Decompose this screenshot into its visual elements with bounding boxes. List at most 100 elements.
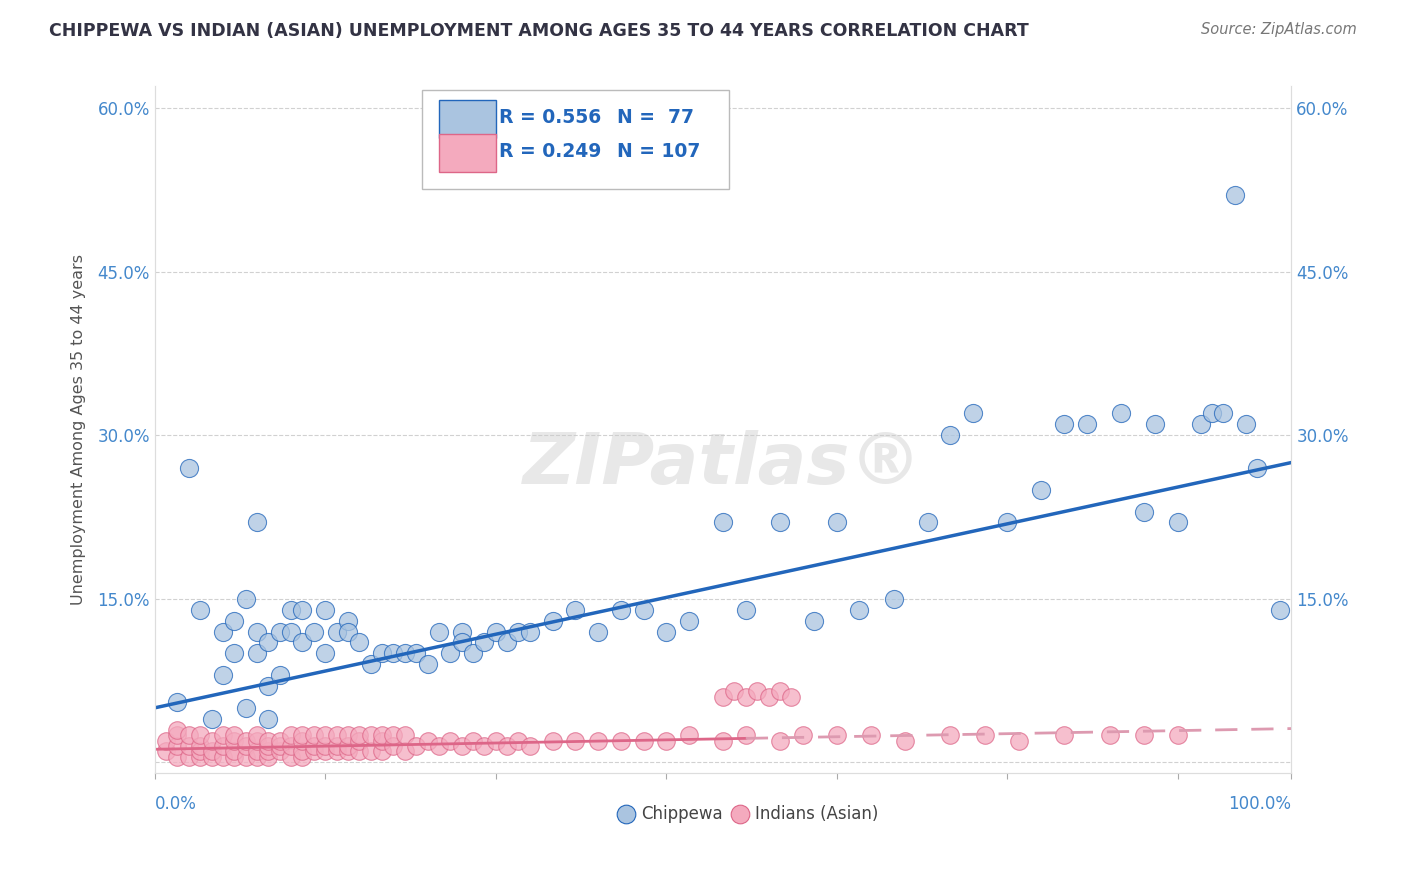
- Point: [711, 733, 734, 747]
- Point: [394, 728, 416, 742]
- FancyBboxPatch shape: [439, 100, 496, 138]
- Point: [291, 733, 314, 747]
- Point: [382, 646, 405, 660]
- Point: [349, 744, 371, 758]
- Point: [1076, 417, 1098, 432]
- Point: [939, 728, 962, 742]
- Point: [325, 624, 347, 639]
- Point: [1109, 407, 1132, 421]
- Point: [349, 728, 371, 742]
- Text: N = 107: N = 107: [617, 142, 700, 161]
- Point: [212, 739, 235, 753]
- Point: [188, 728, 211, 742]
- Point: [1246, 461, 1268, 475]
- Point: [235, 733, 257, 747]
- Point: [1053, 728, 1076, 742]
- Point: [177, 461, 200, 475]
- Point: [291, 728, 314, 742]
- Point: [280, 728, 302, 742]
- Point: [496, 739, 519, 753]
- Point: [780, 690, 803, 704]
- Point: [280, 750, 302, 764]
- Point: [382, 739, 405, 753]
- Point: [302, 624, 325, 639]
- Point: [450, 739, 472, 753]
- Point: [246, 646, 269, 660]
- Point: [371, 744, 394, 758]
- Point: [291, 603, 314, 617]
- Point: [257, 750, 280, 764]
- Y-axis label: Unemployment Among Ages 35 to 44 years: Unemployment Among Ages 35 to 44 years: [72, 254, 86, 606]
- Point: [564, 603, 586, 617]
- Point: [416, 733, 439, 747]
- Point: [519, 624, 541, 639]
- Point: [246, 750, 269, 764]
- Point: [235, 739, 257, 753]
- Point: [461, 646, 484, 660]
- Point: [314, 728, 336, 742]
- Point: [439, 733, 461, 747]
- Point: [269, 733, 291, 747]
- Point: [177, 739, 200, 753]
- Point: [769, 733, 792, 747]
- Point: [224, 614, 246, 628]
- Point: [1167, 728, 1189, 742]
- Point: [1223, 188, 1246, 202]
- Point: [1144, 417, 1167, 432]
- Point: [450, 624, 472, 639]
- Point: [166, 723, 188, 737]
- Point: [155, 733, 177, 747]
- Point: [474, 635, 496, 649]
- Point: [394, 646, 416, 660]
- Point: [825, 516, 848, 530]
- Point: [336, 614, 359, 628]
- Point: [314, 646, 336, 660]
- Point: [711, 516, 734, 530]
- Point: [973, 728, 995, 742]
- Text: Chippewa: Chippewa: [641, 805, 723, 823]
- Point: [257, 744, 280, 758]
- Point: [280, 624, 302, 639]
- Point: [325, 728, 347, 742]
- Text: 0.0%: 0.0%: [155, 795, 197, 814]
- Point: [291, 635, 314, 649]
- Point: [541, 614, 564, 628]
- Point: [257, 733, 280, 747]
- Point: [291, 750, 314, 764]
- Point: [485, 624, 508, 639]
- Point: [883, 591, 905, 606]
- Point: [235, 750, 257, 764]
- Point: [825, 728, 848, 742]
- Point: [1234, 417, 1257, 432]
- Point: [633, 603, 655, 617]
- Point: [200, 744, 222, 758]
- Point: [166, 695, 188, 709]
- Point: [1201, 407, 1223, 421]
- Point: [224, 733, 246, 747]
- Point: [166, 728, 188, 742]
- Point: [257, 739, 280, 753]
- Point: [1007, 733, 1029, 747]
- Point: [371, 728, 394, 742]
- Point: [633, 733, 655, 747]
- Point: [212, 624, 235, 639]
- Point: [212, 728, 235, 742]
- Point: [302, 744, 325, 758]
- Point: [166, 750, 188, 764]
- Point: [212, 750, 235, 764]
- Point: [257, 679, 280, 693]
- Point: [257, 635, 280, 649]
- Point: [280, 603, 302, 617]
- Point: [723, 684, 745, 698]
- Point: [200, 750, 222, 764]
- Point: [508, 733, 530, 747]
- Point: [439, 646, 461, 660]
- Point: [769, 516, 792, 530]
- Point: [224, 750, 246, 764]
- Point: [894, 733, 917, 747]
- Point: [280, 739, 302, 753]
- Point: [519, 739, 541, 753]
- Point: [188, 603, 211, 617]
- Point: [1053, 417, 1076, 432]
- Point: [302, 728, 325, 742]
